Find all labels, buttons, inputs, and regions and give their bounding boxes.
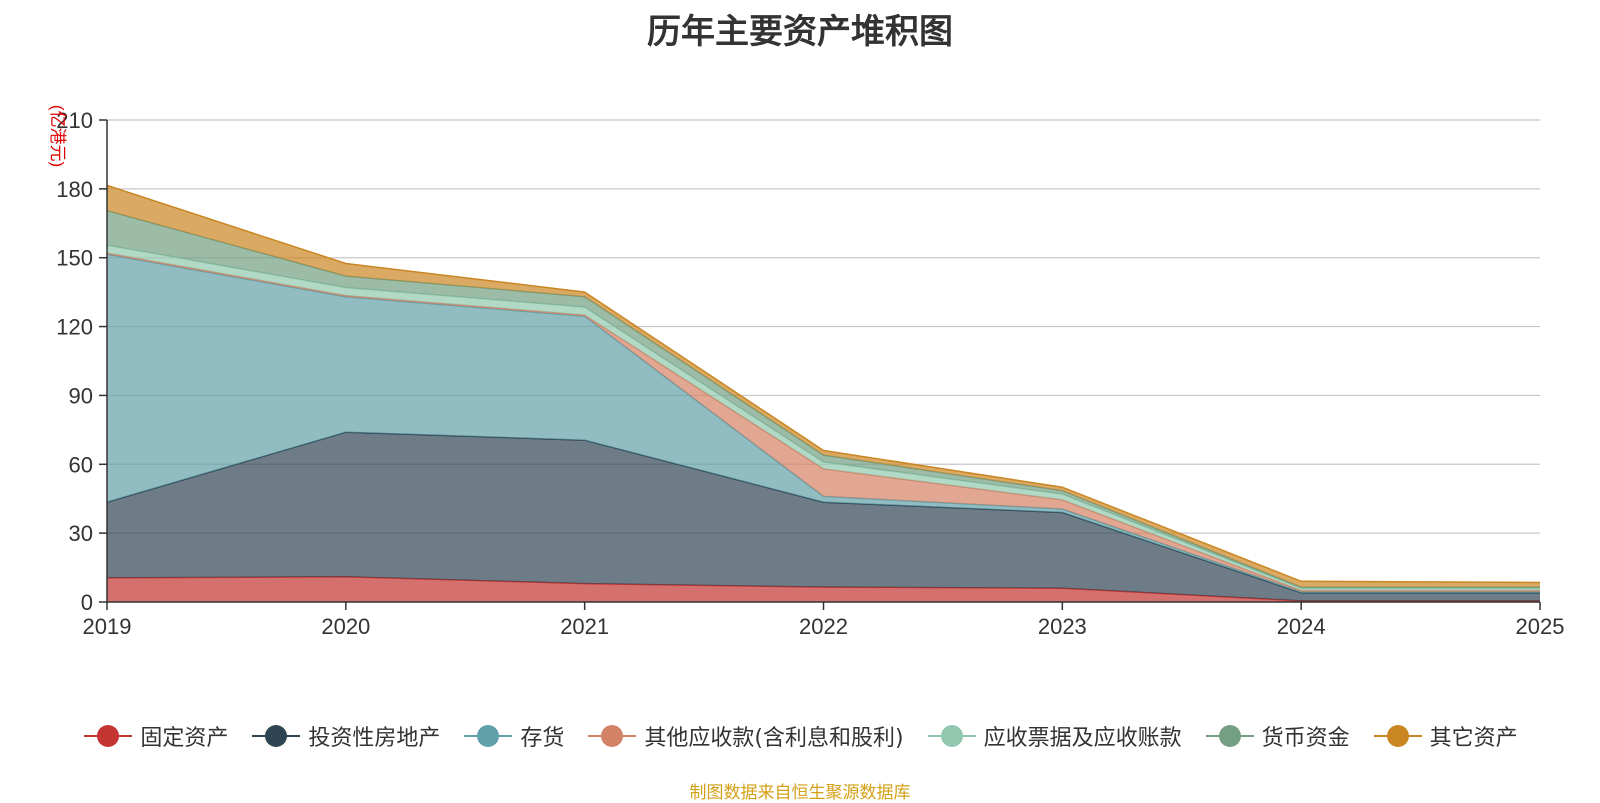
y-tick-label: 90 xyxy=(69,383,93,408)
area-series-1 xyxy=(107,576,1540,602)
legend-marker-icon xyxy=(1205,725,1254,747)
legend-label: 固定资产 xyxy=(140,726,229,751)
legend-marker-icon xyxy=(252,725,301,747)
legend-item[interactable]: 其他应收款(含利息和股利) xyxy=(586,720,904,752)
chart-legend: 固定资产 投资性房地产 存货 其他应收款(含利息和股利) 应收票据及应收账款 货币资金 其它… xyxy=(0,716,1600,756)
legend-marker-icon xyxy=(1373,725,1422,747)
legend-label: 投资性房地产 xyxy=(308,726,441,751)
area-series-3 xyxy=(107,254,1540,593)
x-tick-label: 2023 xyxy=(1038,614,1087,639)
x-tick-label: 2022 xyxy=(799,614,848,639)
legend-item[interactable]: 固定资产 xyxy=(82,720,228,752)
y-tick-label: 210 xyxy=(56,108,93,133)
legend-item[interactable]: 货币资金 xyxy=(1204,720,1350,752)
y-tick-label: 150 xyxy=(56,246,93,271)
x-tick-label: 2025 xyxy=(1516,614,1565,639)
y-tick-label: 120 xyxy=(56,315,93,340)
x-tick-label: 2019 xyxy=(83,614,132,639)
y-tick-label: 180 xyxy=(56,177,93,202)
legend-item[interactable]: 应收票据及应收账款 xyxy=(926,720,1182,752)
legend-label: 应收票据及应收账款 xyxy=(983,726,1182,751)
legend-label: 存货 xyxy=(520,726,565,751)
legend-marker-icon xyxy=(588,725,637,747)
legend-item[interactable]: 其它资产 xyxy=(1372,720,1518,752)
x-tick-label: 2021 xyxy=(560,614,609,639)
y-tick-label: 60 xyxy=(69,452,93,477)
legend-item[interactable]: 投资性房地产 xyxy=(250,720,440,752)
y-axis-unit-label: (亿港元) xyxy=(48,105,67,167)
legend-label: 其它资产 xyxy=(1429,726,1518,751)
y-tick-label: 0 xyxy=(81,590,93,615)
y-tick-label: 30 xyxy=(69,521,93,546)
area-series-2 xyxy=(107,432,1540,601)
source-note: 制图数据来自恒生聚源数据库 xyxy=(689,783,911,803)
chart-title: 历年主要资产堆积图 xyxy=(647,12,953,52)
area-series-7 xyxy=(107,185,1540,588)
x-tick-label: 2024 xyxy=(1277,614,1326,639)
legend-marker-icon xyxy=(927,725,976,747)
tick-labels: 0 30 60 90 120 150 180 210 2019 2020 2021 2022 2023 2… xyxy=(56,108,1564,639)
area-series-line-7 xyxy=(106,184,1541,584)
area-series xyxy=(106,184,1541,602)
legend-item[interactable]: 存货 xyxy=(462,720,564,752)
legend-marker-icon xyxy=(464,725,513,747)
legend-label: 其他应收款(含利息和股利) xyxy=(644,726,904,751)
legend-marker-icon xyxy=(84,725,133,747)
x-tick-label: 2020 xyxy=(321,614,370,639)
legend-label: 货币资金 xyxy=(1261,726,1350,751)
